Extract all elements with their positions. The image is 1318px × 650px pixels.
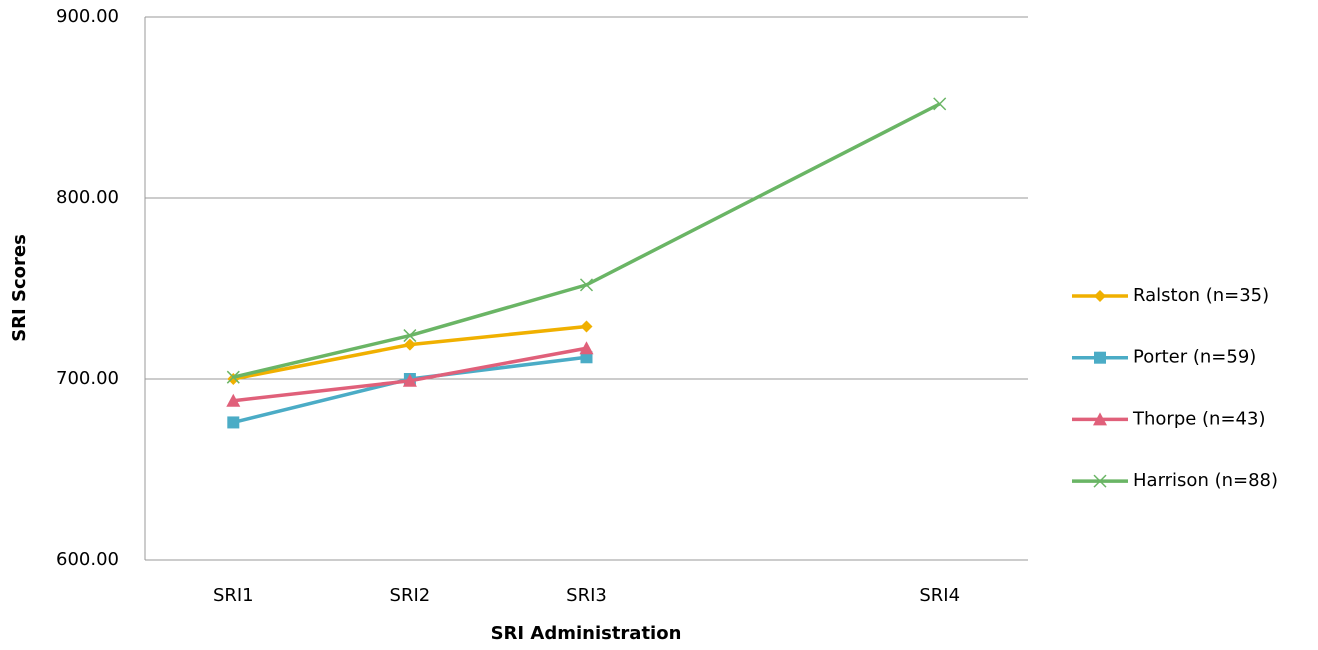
- data-point: [580, 320, 593, 333]
- legend-label: Harrison (n=88): [1133, 470, 1278, 491]
- data-point: [403, 329, 417, 343]
- data-point: [933, 97, 947, 111]
- data-point: [579, 341, 594, 355]
- x-axis-title: SRI Administration: [491, 623, 682, 644]
- x-tick-label: SRI2: [390, 585, 431, 606]
- x-tick-label: SRI3: [566, 585, 607, 606]
- data-point: [580, 351, 593, 364]
- x-tick-label: SRI4: [919, 585, 960, 606]
- legend-marker: [1093, 474, 1107, 488]
- data-point: [227, 416, 240, 429]
- y-tick-label: 700.00: [56, 368, 119, 389]
- legend-label: Ralston (n=35): [1133, 285, 1269, 306]
- legend-marker: [1094, 290, 1106, 302]
- x-tick-label: SRI1: [213, 585, 254, 606]
- data-point: [226, 393, 241, 407]
- y-axis-title: SRI Scores: [9, 234, 30, 342]
- data-point: [402, 373, 417, 387]
- y-tick-label: 800.00: [56, 187, 119, 208]
- data-point: [403, 338, 416, 351]
- y-tick-label: 900.00: [56, 6, 119, 27]
- legend-label: Porter (n=59): [1133, 347, 1256, 368]
- y-tick-label: 600.00: [56, 549, 119, 570]
- legend-label: Thorpe (n=43): [1132, 408, 1265, 429]
- data-point: [226, 370, 240, 384]
- legend-marker: [1093, 412, 1107, 426]
- data-point: [579, 278, 594, 292]
- legend-marker: [1094, 351, 1106, 364]
- series-line: [232, 102, 941, 379]
